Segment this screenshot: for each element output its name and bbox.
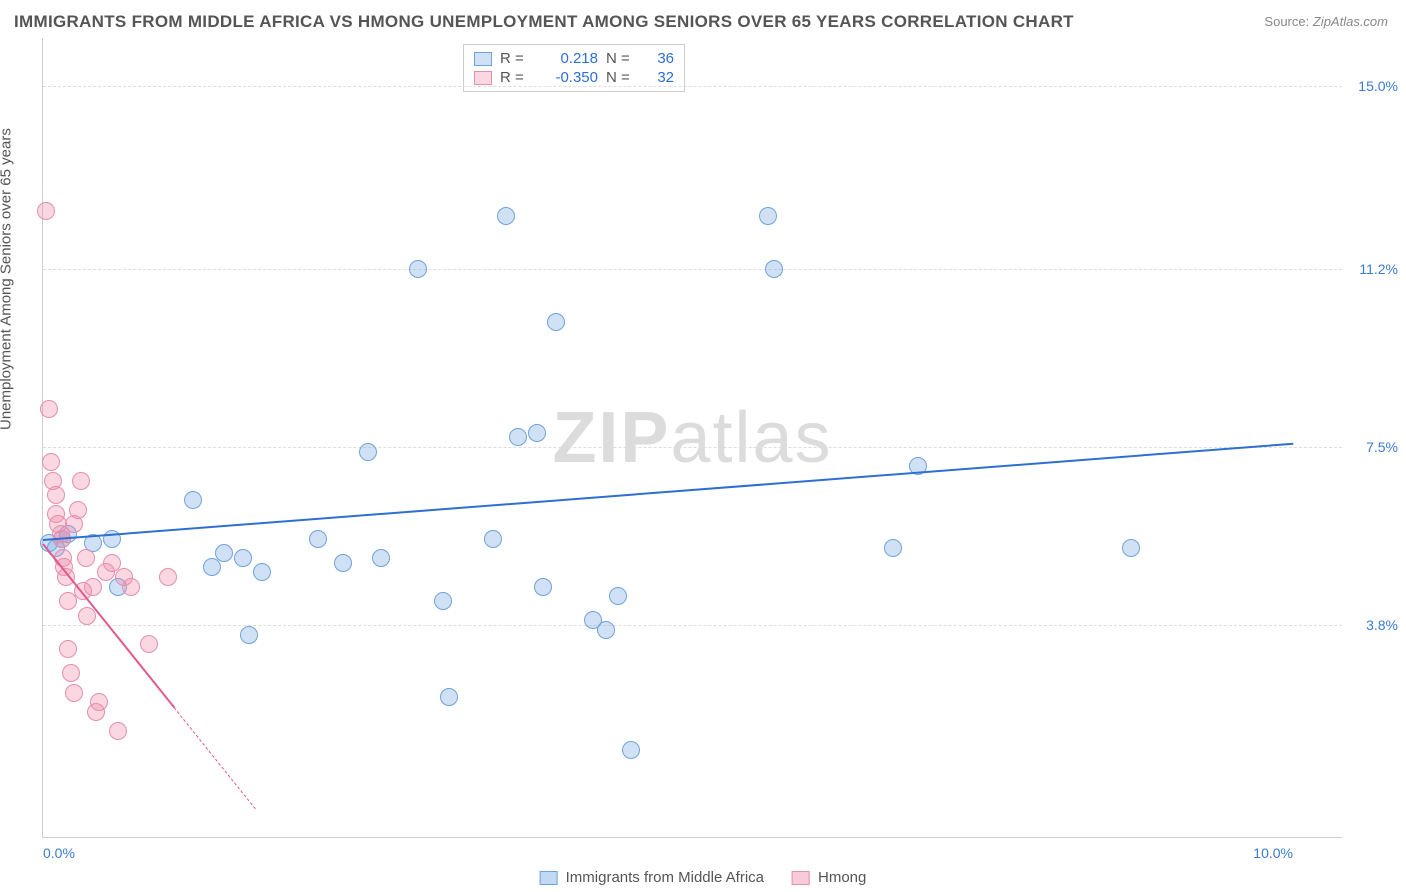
scatter-point <box>69 501 87 519</box>
r-label: R = <box>500 69 530 86</box>
scatter-point <box>47 486 65 504</box>
scatter-point <box>78 607 96 625</box>
scatter-point <box>334 554 352 572</box>
scatter-point <box>509 428 527 446</box>
y-tick-label: 7.5% <box>1366 439 1398 455</box>
scatter-point <box>109 722 127 740</box>
scatter-point <box>42 453 60 471</box>
scatter-point <box>609 587 627 605</box>
gridline <box>43 447 1342 448</box>
x-tick-label: 10.0% <box>1253 845 1293 861</box>
scatter-point <box>234 549 252 567</box>
watermark-light: atlas <box>670 398 832 478</box>
gridline <box>43 625 1342 626</box>
legend-label: Hmong <box>818 869 866 886</box>
scatter-point <box>547 313 565 331</box>
n-label: N = <box>606 50 636 67</box>
scatter-point <box>72 472 90 490</box>
legend-swatch <box>540 871 558 885</box>
scatter-point <box>765 260 783 278</box>
y-axis-label: Unemployment Among Seniors over 65 years <box>0 128 15 430</box>
scatter-point <box>203 558 221 576</box>
legend-swatch <box>474 52 492 66</box>
y-tick-label: 15.0% <box>1358 78 1398 94</box>
scatter-point <box>372 549 390 567</box>
source-value: ZipAtlas.com <box>1313 14 1388 29</box>
scatter-point <box>140 635 158 653</box>
n-value: 32 <box>644 69 674 86</box>
scatter-point <box>62 664 80 682</box>
series-legend: Immigrants from Middle Africa Hmong <box>540 869 867 886</box>
scatter-point <box>528 424 546 442</box>
scatter-point <box>309 530 327 548</box>
n-value: 36 <box>644 50 674 67</box>
chart-title: IMMIGRANTS FROM MIDDLE AFRICA VS HMONG U… <box>14 12 1074 32</box>
source-label: Source: <box>1264 14 1309 29</box>
regression-line <box>174 707 256 809</box>
scatter-point <box>622 741 640 759</box>
watermark: ZIPatlas <box>552 397 832 479</box>
scatter-point <box>497 207 515 225</box>
scatter-plot-area: ZIPatlas R =0.218N =36R =-0.350N =32 3.8… <box>42 38 1342 838</box>
scatter-point <box>484 530 502 548</box>
scatter-point <box>65 684 83 702</box>
scatter-point <box>597 621 615 639</box>
scatter-point <box>40 400 58 418</box>
x-tick-label: 0.0% <box>43 845 75 861</box>
watermark-bold: ZIP <box>552 398 670 478</box>
legend-item: Immigrants from Middle Africa <box>540 869 764 886</box>
stats-legend: R = 0.218 N = 36 R = -0.350 N = 32 <box>463 44 685 92</box>
scatter-point <box>1122 539 1140 557</box>
r-value: -0.350 <box>538 69 598 86</box>
scatter-point <box>434 592 452 610</box>
scatter-point <box>409 260 427 278</box>
scatter-point <box>59 640 77 658</box>
scatter-point <box>240 626 258 644</box>
regression-line <box>43 442 1293 540</box>
gridline <box>43 269 1342 270</box>
scatter-point <box>534 578 552 596</box>
source-credit: Source: ZipAtlas.com <box>1264 14 1388 29</box>
scatter-point <box>77 549 95 567</box>
scatter-point <box>37 202 55 220</box>
scatter-point <box>884 539 902 557</box>
legend-swatch <box>792 871 810 885</box>
r-value: 0.218 <box>538 50 598 67</box>
gridline <box>43 86 1342 87</box>
y-tick-label: 3.8% <box>1366 617 1398 633</box>
legend-swatch <box>474 71 492 85</box>
stats-legend-row: R = -0.350 N = 32 <box>474 68 674 87</box>
scatter-point <box>90 693 108 711</box>
n-label: N = <box>606 69 636 86</box>
r-label: R = <box>500 50 530 67</box>
scatter-point <box>159 568 177 586</box>
legend-label: Immigrants from Middle Africa <box>566 869 764 886</box>
legend-item: Hmong <box>792 869 866 886</box>
scatter-point <box>184 491 202 509</box>
scatter-point <box>759 207 777 225</box>
scatter-point <box>215 544 233 562</box>
y-tick-label: 11.2% <box>1359 261 1398 277</box>
scatter-point <box>122 578 140 596</box>
scatter-point <box>440 688 458 706</box>
scatter-point <box>253 563 271 581</box>
scatter-point <box>359 443 377 461</box>
scatter-point <box>84 578 102 596</box>
stats-legend-row: R = 0.218 N = 36 <box>474 49 674 68</box>
